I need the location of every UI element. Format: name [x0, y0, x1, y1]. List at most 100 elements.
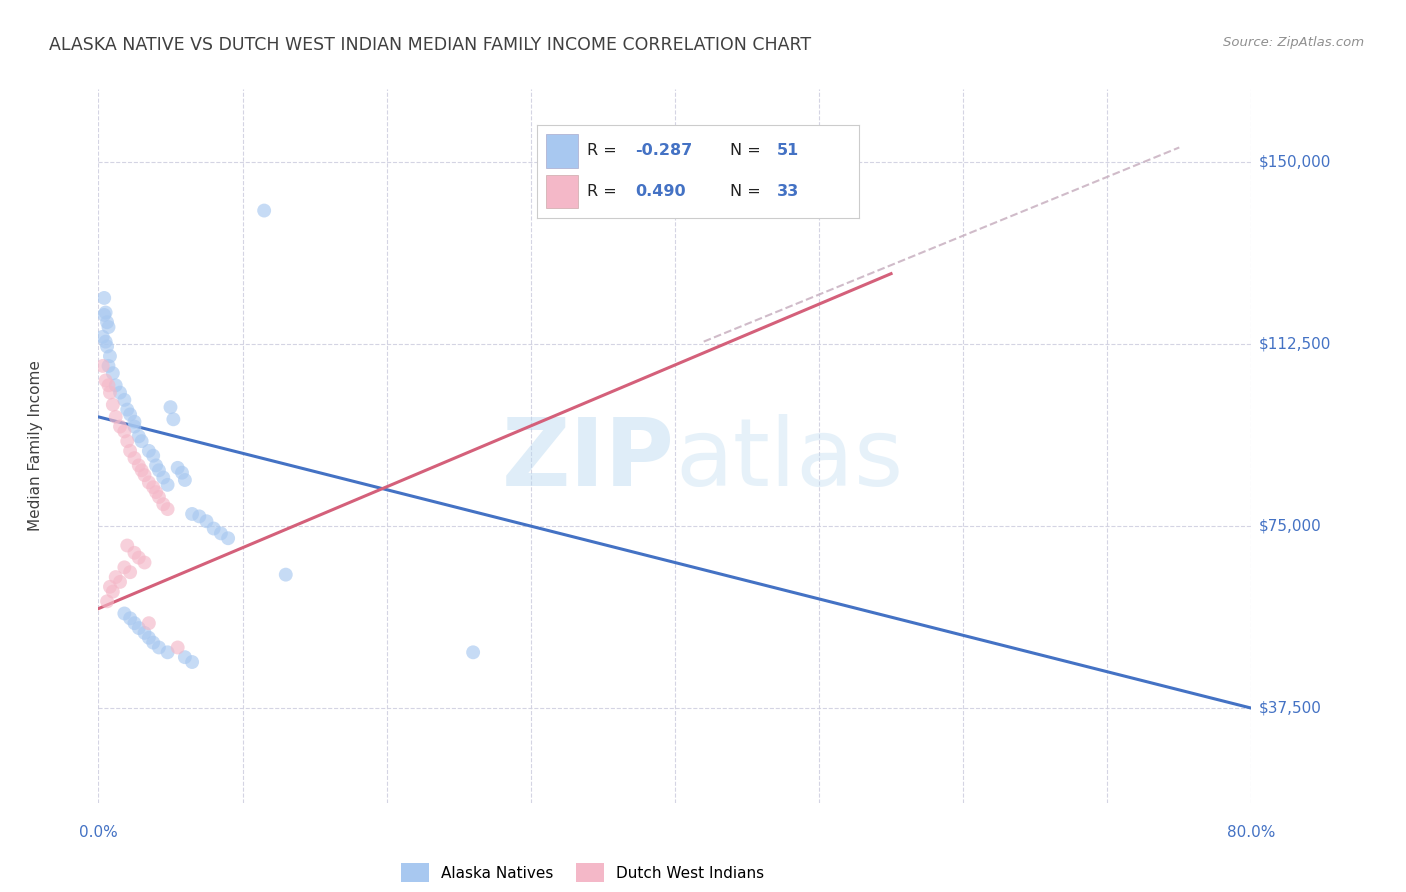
Point [128, 429, 150, 443]
Point [156, 478, 179, 492]
Point [104, 409, 127, 424]
Point [166, 460, 188, 475]
Point [91, 359, 114, 373]
Point [124, 616, 146, 631]
Point [120, 408, 142, 422]
Point [145, 458, 167, 473]
Point [94, 334, 117, 349]
Point [108, 574, 131, 589]
Text: ZIP: ZIP [502, 414, 675, 507]
Point [209, 526, 232, 541]
Text: N =: N = [730, 184, 766, 199]
Point [128, 621, 150, 635]
Point [97, 359, 120, 373]
Point [128, 458, 150, 473]
Point [142, 449, 165, 463]
Point [159, 400, 181, 414]
Point [148, 640, 170, 655]
Text: 0.490: 0.490 [636, 184, 686, 199]
Point [156, 502, 179, 516]
Point [138, 443, 160, 458]
Point [138, 616, 160, 631]
Point [152, 497, 174, 511]
Legend: Alaska Natives, Dutch West Indians: Alaska Natives, Dutch West Indians [395, 857, 770, 888]
FancyBboxPatch shape [546, 134, 578, 168]
Point [93, 308, 115, 322]
Text: 51: 51 [778, 144, 799, 159]
Point [162, 412, 184, 426]
Point [134, 468, 156, 483]
Point [188, 509, 211, 524]
Point [148, 490, 170, 504]
Point [112, 607, 135, 621]
Point [112, 560, 135, 574]
Point [104, 570, 127, 584]
Point [217, 531, 239, 545]
Text: 80.0%: 80.0% [1227, 825, 1275, 840]
Point [91, 330, 114, 344]
Point [112, 425, 135, 439]
Point [117, 402, 138, 417]
Point [195, 514, 218, 528]
Point [117, 539, 138, 553]
Point [98, 385, 121, 400]
Point [120, 443, 142, 458]
Point [174, 473, 197, 487]
Point [148, 463, 170, 477]
Point [274, 567, 297, 582]
Point [124, 451, 146, 466]
Point [202, 522, 225, 536]
Point [120, 611, 142, 625]
Text: $150,000: $150,000 [1258, 154, 1330, 169]
Point [166, 640, 188, 655]
Point [96, 315, 118, 329]
Point [104, 378, 127, 392]
Point [131, 434, 153, 449]
Point [93, 291, 115, 305]
Point [145, 485, 167, 500]
Point [156, 645, 179, 659]
Point [101, 366, 124, 380]
FancyBboxPatch shape [546, 175, 578, 209]
Point [108, 385, 131, 400]
Point [96, 594, 118, 608]
Point [94, 305, 117, 319]
Text: -0.287: -0.287 [636, 144, 692, 159]
Point [101, 398, 124, 412]
Point [94, 374, 117, 388]
Text: ALASKA NATIVE VS DUTCH WEST INDIAN MEDIAN FAMILY INCOME CORRELATION CHART: ALASKA NATIVE VS DUTCH WEST INDIAN MEDIA… [49, 36, 811, 54]
Point [124, 415, 146, 429]
Point [142, 480, 165, 494]
Text: N =: N = [730, 144, 766, 159]
Point [128, 550, 150, 565]
Point [134, 626, 156, 640]
Point [134, 556, 156, 570]
Point [253, 203, 276, 218]
Point [181, 655, 204, 669]
Point [138, 475, 160, 490]
Point [108, 419, 131, 434]
Text: $37,500: $37,500 [1258, 700, 1322, 715]
Point [152, 470, 174, 484]
Point [461, 645, 484, 659]
Point [117, 434, 138, 449]
Text: R =: R = [586, 184, 621, 199]
Text: atlas: atlas [675, 414, 903, 507]
Point [120, 565, 142, 579]
Text: $75,000: $75,000 [1258, 518, 1322, 533]
Point [97, 378, 120, 392]
Text: $112,500: $112,500 [1258, 336, 1330, 351]
Text: Median Family Income: Median Family Income [28, 360, 42, 532]
Point [101, 584, 124, 599]
Text: Source: ZipAtlas.com: Source: ZipAtlas.com [1223, 36, 1364, 49]
Point [170, 466, 193, 480]
Point [124, 419, 146, 434]
Point [142, 635, 165, 649]
Text: 33: 33 [778, 184, 799, 199]
Point [98, 349, 121, 363]
Point [174, 650, 197, 665]
Text: 0.0%: 0.0% [79, 825, 118, 840]
Point [181, 507, 204, 521]
Point [112, 392, 135, 407]
Point [98, 580, 121, 594]
